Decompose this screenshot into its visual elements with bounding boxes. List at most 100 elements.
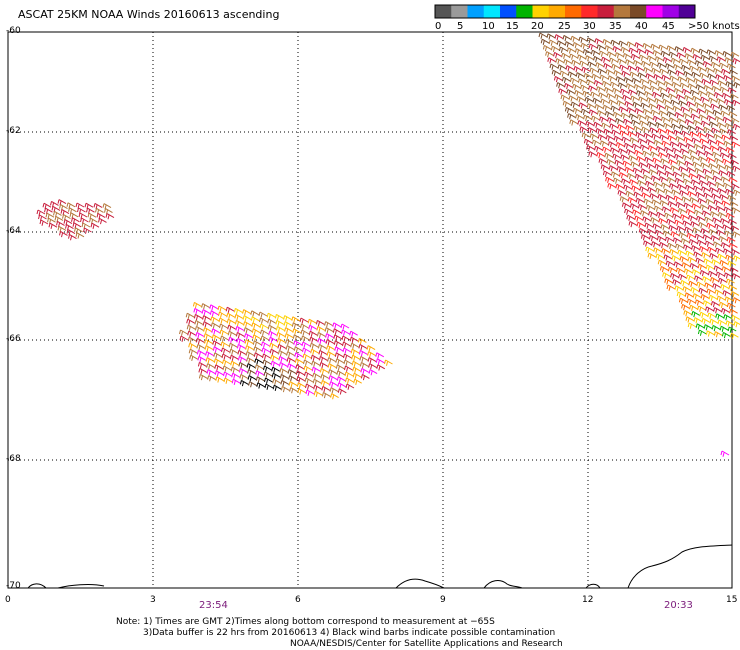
wind-barb (604, 86, 613, 94)
wind-barb (723, 248, 732, 255)
wind-barb (632, 167, 642, 174)
wind-barb (244, 339, 254, 346)
wind-barb (690, 47, 700, 55)
wind-barb (679, 148, 689, 155)
wind-barb (660, 92, 669, 99)
wind-barb (556, 82, 565, 89)
wind-barb (328, 375, 338, 382)
wind-barb (678, 100, 688, 107)
wind-barb (202, 315, 211, 322)
wind-barb (634, 173, 644, 181)
wind-barb (292, 328, 302, 335)
wind-barb (367, 351, 376, 358)
wind-barb (272, 384, 282, 392)
wind-barb (681, 196, 691, 203)
wind-barb (725, 212, 735, 220)
wind-barb (717, 319, 727, 326)
wind-barb (243, 321, 252, 328)
wind-barb (84, 202, 94, 210)
wind-barb (688, 107, 698, 114)
wind-barb (637, 203, 647, 211)
wind-barb (625, 83, 635, 90)
wind-barb (715, 313, 725, 320)
wind-barb (699, 245, 708, 253)
wind-barb (731, 314, 740, 322)
lon-label-12: 12 (582, 595, 594, 605)
wind-barb (645, 180, 654, 188)
wind-barb (629, 203, 639, 210)
wind-barb (559, 70, 569, 77)
wind-barb (727, 153, 737, 160)
wind-barb (627, 131, 637, 138)
wind-barb (569, 53, 578, 60)
wind-barb (668, 51, 678, 58)
wind-barb (680, 172, 690, 179)
wind-barb (715, 74, 725, 81)
wind-barb (712, 109, 722, 117)
wind-barb (722, 116, 732, 124)
wind-barb (623, 118, 632, 126)
wind-barb (218, 311, 227, 318)
wind-barb (706, 49, 716, 56)
wind-barb (280, 379, 290, 387)
wind-barb (695, 149, 705, 157)
wind-barb (201, 309, 211, 316)
wind-barb (720, 176, 730, 183)
wind-barb (617, 124, 627, 131)
wind-barb (222, 359, 231, 366)
wind-barb (53, 210, 62, 218)
wind-barb (270, 354, 279, 362)
note-line-3: NOAA/NESDIS/Center for Satellite Applica… (290, 639, 563, 649)
wind-barb (677, 207, 687, 215)
wind-barb (250, 310, 260, 317)
wind-barb (221, 353, 231, 360)
wind-barb (661, 182, 670, 189)
wind-barb (699, 72, 709, 79)
wind-barb (631, 77, 641, 85)
wind-barb (320, 373, 330, 381)
wind-barb (316, 325, 326, 333)
wind-barb (727, 194, 737, 202)
wind-barb (303, 359, 312, 366)
wind-barb (635, 131, 645, 139)
wind-barb (641, 60, 650, 68)
wind-barb (657, 86, 667, 93)
wind-barb (628, 220, 638, 228)
wind-barb (698, 156, 707, 163)
wind-barb (600, 164, 610, 171)
wind-barb (686, 232, 696, 240)
wind-barb (277, 343, 287, 351)
wind-barb (717, 146, 727, 153)
wind-barb (608, 99, 618, 106)
wind-barb (560, 94, 570, 101)
wind-barb (601, 122, 611, 129)
wind-barb (237, 355, 247, 363)
wind-barb (658, 110, 668, 117)
wind-barb (703, 126, 712, 134)
wind-barb (694, 60, 704, 67)
colorbar-swatch (662, 5, 680, 18)
wind-barb (612, 153, 622, 160)
wind-barb (642, 174, 652, 181)
wind-barb (678, 297, 688, 305)
wind-barb (664, 278, 674, 285)
wind-barb (667, 69, 677, 76)
lat-label-70: -70 (6, 581, 21, 591)
wind-barb (694, 167, 704, 175)
wind-barb (285, 339, 294, 346)
wind-barb (698, 48, 708, 55)
wind-barb (204, 345, 214, 352)
wind-barb (624, 208, 633, 215)
wind-barb (659, 68, 669, 75)
wind-barb (686, 274, 695, 281)
wind-barb (313, 384, 322, 392)
wind-barb (691, 245, 700, 252)
wind-barb (223, 377, 233, 384)
wind-barb (652, 157, 662, 164)
wind-barb (704, 282, 714, 289)
wind-barb (629, 71, 639, 78)
wind-barb (607, 182, 617, 190)
wind-barb (242, 315, 252, 322)
wind-barb (716, 163, 726, 171)
wind-barb (706, 222, 716, 230)
